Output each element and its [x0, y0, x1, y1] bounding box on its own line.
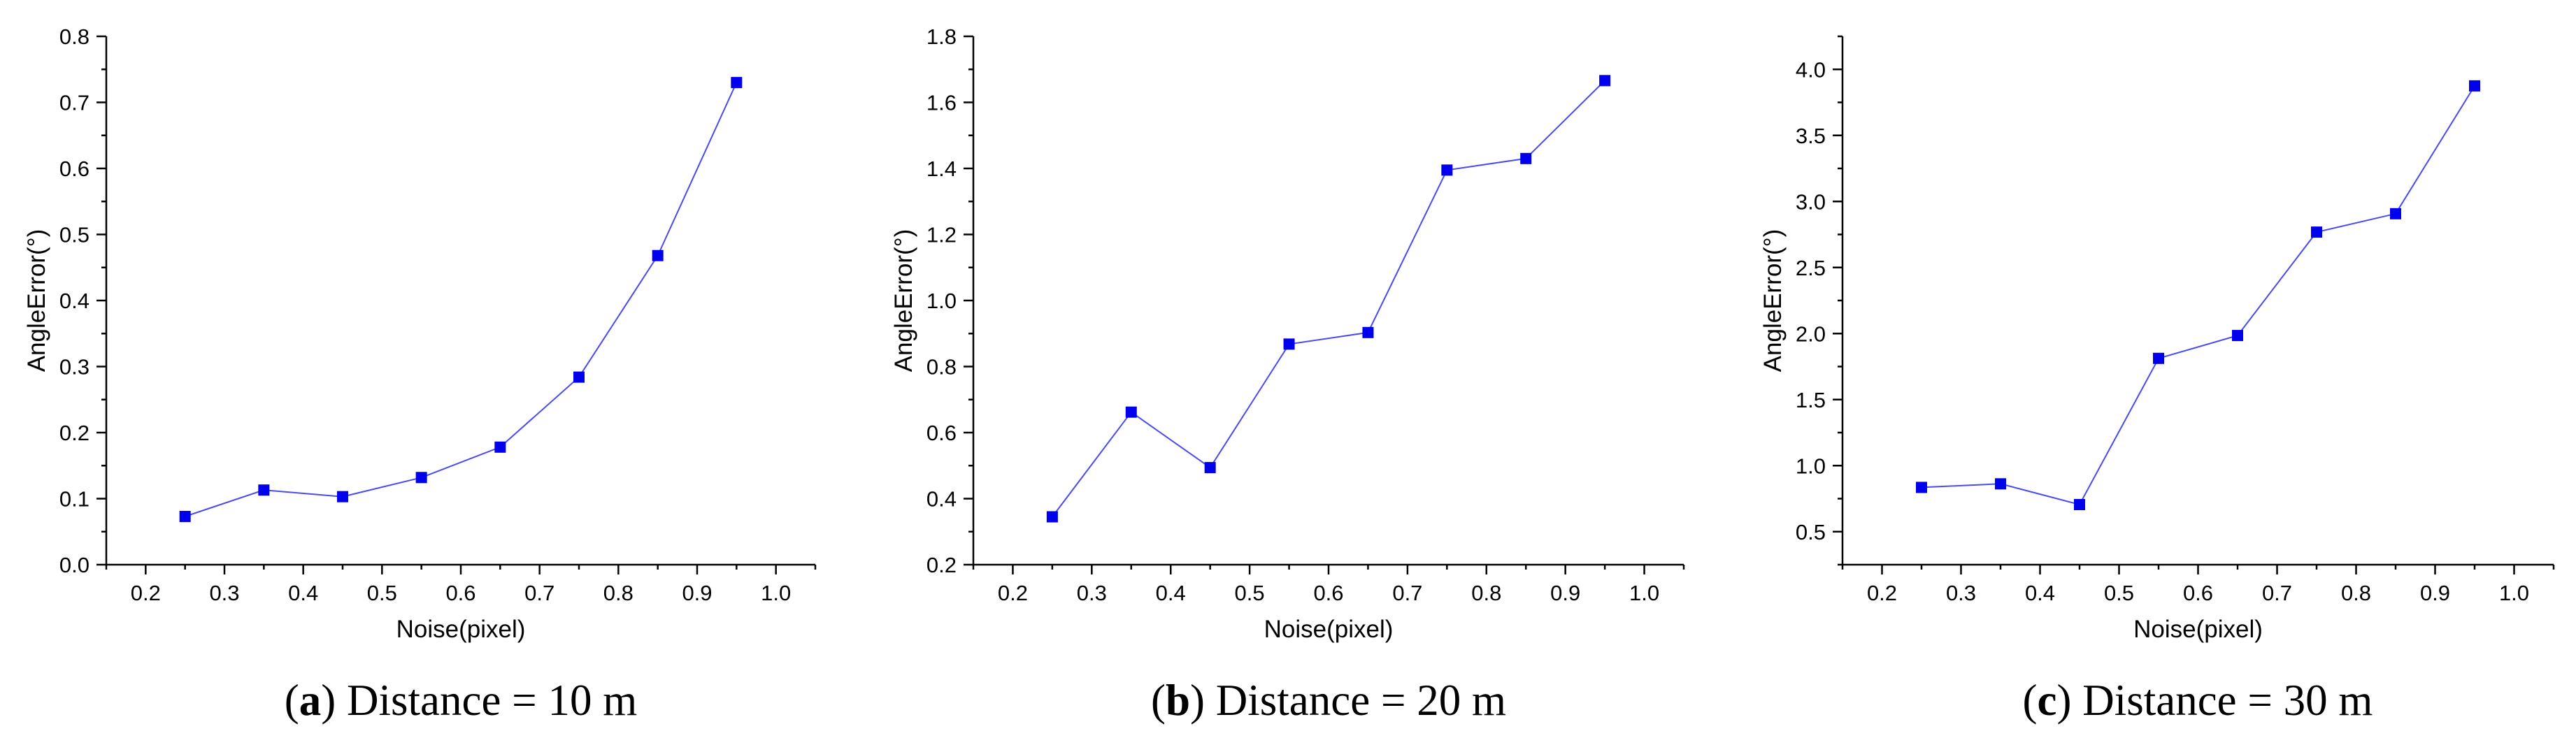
data-point [337, 491, 348, 502]
series-line [185, 82, 738, 517]
y-tick-label: 0.6 [59, 157, 90, 181]
x-axis-title: Noise(pixel) [396, 616, 526, 643]
series-line [1052, 80, 1605, 518]
data-point [415, 472, 427, 484]
x-tick-label: 0.2 [1867, 581, 1897, 605]
x-tick-label: 0.2 [131, 581, 161, 605]
x-tick-label: 1.0 [2499, 581, 2529, 605]
panel-caption: (c) Distance = 30 m [2023, 676, 2373, 725]
x-tick-label: 0.6 [2183, 581, 2213, 605]
x-tick-label: 0.7 [524, 581, 554, 605]
x-tick-label: 0.2 [998, 581, 1028, 605]
x-tick-label: 0.8 [1471, 581, 1501, 605]
y-tick-label: 1.0 [926, 289, 957, 313]
data-point [731, 77, 743, 89]
data-point [573, 371, 585, 383]
data-point [1046, 511, 1058, 523]
y-tick-label: 0.0 [59, 553, 90, 577]
data-point [1995, 478, 2006, 490]
data-point [1599, 75, 1611, 87]
y-tick-label: 0.5 [1796, 520, 1826, 544]
x-tick-label: 0.8 [2341, 581, 2371, 605]
y-tick-label: 4.0 [1796, 57, 1826, 82]
x-tick-label: 0.6 [1313, 581, 1343, 605]
x-tick-label: 0.4 [1156, 581, 1186, 605]
x-tick-label: 0.5 [367, 581, 397, 605]
data-point [2153, 352, 2164, 364]
data-point [1520, 152, 1532, 164]
y-tick-label: 0.8 [59, 24, 90, 49]
data-point [258, 484, 270, 496]
x-tick-label: 1.0 [1629, 581, 1659, 605]
y-tick-label: 0.7 [59, 91, 90, 115]
chart-panel-b: 0.2 0.4 0.6 0.8 1.0 1.2 1.4 1.6 1.8 0.2 0.3 0.4 0.5 0… [890, 24, 1685, 725]
data-point [2311, 226, 2322, 238]
y-tick-label: 0.8 [926, 355, 957, 379]
x-tick-label: 0.6 [445, 581, 475, 605]
y-axis-title: AngleError(°) [890, 229, 917, 372]
data-point [1362, 326, 1374, 338]
x-tick-label: 0.4 [2025, 581, 2055, 605]
y-axis-title: AngleError(°) [23, 229, 50, 372]
x-tick-label: 0.7 [2262, 581, 2292, 605]
x-tick-label: 0.5 [2104, 581, 2134, 605]
caption-text: Distance = 10 m [347, 676, 637, 725]
x-tick-label: 0.9 [682, 581, 712, 605]
x-tick-label: 0.8 [603, 581, 634, 605]
x-tick-label: 0.4 [288, 581, 318, 605]
y-tick-label: 0.3 [59, 355, 90, 379]
data-point [1204, 462, 1216, 474]
caption-letter: b [1166, 676, 1190, 725]
data-point [1441, 164, 1453, 176]
y-tick-label: 0.1 [59, 487, 90, 512]
x-tick-label: 0.9 [1550, 581, 1580, 605]
y-tick-label: 3.5 [1796, 124, 1826, 148]
data-point [494, 441, 506, 453]
x-axis-title: Noise(pixel) [1264, 616, 1394, 643]
y-tick-label: 0.2 [926, 553, 957, 577]
y-tick-label: 2.5 [1796, 256, 1826, 280]
y-tick-label: 2.0 [1796, 321, 1826, 346]
y-tick-label: 1.8 [926, 24, 957, 49]
panel-caption: (b) Distance = 20 m [1151, 676, 1506, 725]
data-point [2074, 499, 2085, 511]
x-tick-label: 0.9 [2420, 581, 2450, 605]
y-tick-label: 1.6 [926, 91, 957, 115]
caption-letter: a [299, 676, 322, 725]
y-tick-label: 3.0 [1796, 189, 1826, 214]
y-tick-label: 0.6 [926, 421, 957, 445]
data-point [1916, 482, 1927, 493]
data-point [179, 511, 191, 523]
chart-panel-a: 0.0 0.1 0.2 0.3 0.4 0.5 0.6 0.7 0.8 0.2 0.3 0.4 0.5 0… [23, 24, 817, 725]
x-tick-label: 0.3 [1077, 581, 1107, 605]
caption-text: Distance = 30 m [2082, 676, 2373, 725]
y-tick-label: 1.4 [926, 157, 957, 181]
y-tick-label: 0.4 [926, 487, 957, 512]
series-line [1921, 85, 2475, 506]
x-tick-label: 0.3 [209, 581, 239, 605]
data-point [652, 249, 664, 261]
data-point [2232, 330, 2243, 342]
y-tick-label: 1.0 [1796, 454, 1826, 478]
y-tick-label: 1.5 [1796, 388, 1826, 412]
y-tick-label: 1.2 [926, 223, 957, 247]
caption-letter: c [2038, 676, 2057, 725]
x-tick-label: 0.7 [1392, 581, 1422, 605]
data-point [2469, 80, 2480, 92]
chart-panel-c: 0.5 1.0 1.5 2.0 2.5 3.0 3.5 4.0 0.2 0.3 0.4 0.5 0.6 0… [1759, 35, 2555, 725]
y-tick-label: 0.4 [59, 289, 90, 313]
x-axis-title: Noise(pixel) [2133, 616, 2263, 643]
caption-text: Distance = 20 m [1216, 676, 1506, 725]
y-tick-label: 0.2 [59, 421, 90, 445]
panel-caption: (a) Distance = 10 m [285, 676, 637, 725]
x-tick-label: 0.5 [1235, 581, 1265, 605]
y-tick-label: 0.5 [59, 223, 90, 247]
x-tick-label: 1.0 [761, 581, 791, 605]
data-point [2390, 208, 2401, 219]
data-point [1125, 406, 1137, 418]
x-tick-label: 0.3 [1946, 581, 1976, 605]
data-point [1283, 338, 1295, 350]
y-axis-title: AngleError(°) [1759, 229, 1787, 372]
